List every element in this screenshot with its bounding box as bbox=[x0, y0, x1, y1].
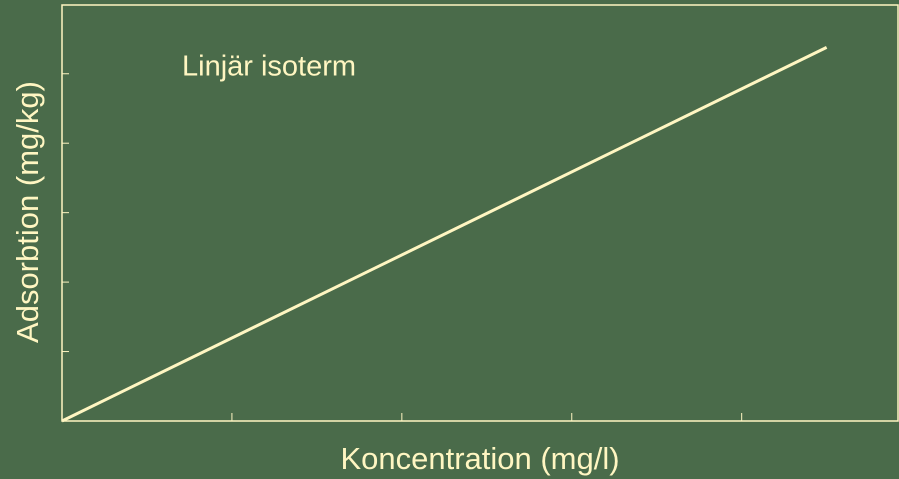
annotation: Linjär isoterm bbox=[182, 51, 356, 83]
line-series bbox=[61, 46, 828, 423]
y-axis-label: Adsorbtion (mg/kg) bbox=[10, 81, 45, 343]
x-axis-label: Koncentration (mg/l) bbox=[340, 441, 619, 476]
